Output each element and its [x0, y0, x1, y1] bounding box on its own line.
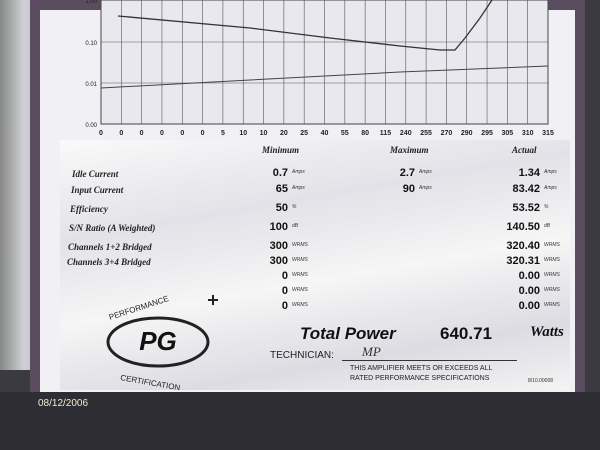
cell-unit: dB: [544, 223, 551, 229]
y-label: 0.10: [85, 41, 97, 47]
technician-signature: MP: [362, 344, 381, 359]
cell-value: 65: [275, 183, 288, 195]
signature-line: [342, 360, 517, 361]
graph: 1.000.100.010.000 0 0 0 0 0 5 10 10 20 25 40 55 80 115…: [85, 0, 554, 137]
x-label: 240: [400, 130, 412, 137]
row-label: Idle Current: [72, 169, 119, 179]
cell-unit: WRMS: [544, 242, 560, 248]
cell-value: 300: [269, 255, 288, 267]
row-label: Input Current: [71, 185, 124, 195]
y-label: 0.00: [85, 123, 97, 129]
cell-value: 0: [281, 270, 288, 282]
serial: 8/10.00008: [528, 378, 554, 384]
x-label: 20: [280, 130, 288, 137]
cell-value: 83.42: [512, 183, 540, 195]
x-label: 80: [361, 130, 369, 137]
cell-value: 50: [275, 202, 288, 214]
x-label: 0: [140, 130, 144, 137]
cell-unit: WRMS: [544, 257, 560, 263]
x-label: 305: [502, 130, 514, 137]
cell-unit: WRMS: [292, 257, 308, 263]
logo-bottom-text: CERTIFICATION: [120, 373, 181, 390]
row-label: S/N Ratio (A Weighted): [69, 223, 156, 233]
cell-unit: Amps: [544, 185, 557, 191]
row-label: Channels 3+4 Bridged: [67, 257, 151, 267]
cell-value: 2.7: [399, 167, 415, 179]
total-label: Total Power: [300, 324, 396, 343]
cell-unit: WRMS: [292, 272, 308, 278]
cell-unit: Amps: [292, 185, 305, 191]
x-label: 10: [260, 130, 268, 137]
cell-unit: Amps: [419, 185, 432, 191]
y-label: 0.01: [85, 82, 97, 88]
x-label: 40: [321, 130, 329, 137]
cell-value: 300: [269, 240, 288, 252]
x-label: 10: [239, 130, 247, 137]
logo-mark: PG: [139, 326, 177, 356]
logo: PERFORMANCE PG CERTIFICATION: [106, 294, 218, 390]
cell-value: 0.00: [518, 300, 540, 312]
cell-unit: %: [544, 204, 549, 210]
row-label: Efficiency: [70, 204, 108, 214]
cell-value: 0.00: [518, 285, 540, 297]
row-label: Channels 1+2 Bridged: [68, 242, 152, 252]
cell-value: 90: [402, 183, 415, 195]
x-label: 55: [341, 130, 349, 137]
cell-value: 0.00: [518, 270, 540, 282]
total-unit: Watts: [530, 324, 564, 340]
curve: [117, 0, 493, 51]
cell-value: 0: [281, 285, 288, 297]
cell-value: 53.52: [512, 202, 540, 214]
column-header: Minimum: [262, 145, 300, 155]
statement-line: RATED PERFORMANCE SPECIFICATIONS: [350, 375, 490, 382]
total-value: 640.71: [440, 324, 492, 343]
cell-unit: WRMS: [292, 302, 308, 308]
cell-unit: WRMS: [544, 272, 560, 278]
x-label: 255: [420, 130, 432, 137]
x-label: 0: [119, 130, 123, 137]
date-stamp: 08/12/2006: [38, 398, 89, 409]
x-label: 315: [542, 130, 554, 137]
background-table: [0, 392, 600, 450]
logo-ring: [106, 316, 210, 368]
cell-value: 0: [281, 300, 288, 312]
grid: 1.000.100.010.000 0 0 0 0 0 5 10 10 20 25 40 55 80 115…: [85, 0, 554, 137]
x-label: 0: [160, 130, 164, 137]
column-header: Actual: [512, 145, 537, 155]
x-label: 25: [300, 130, 308, 137]
cell-unit: WRMS: [544, 302, 560, 308]
cell-unit: WRMS: [544, 287, 560, 293]
x-label: 115: [380, 130, 391, 137]
cell-value: 100: [269, 221, 288, 233]
x-label: 0: [180, 130, 184, 137]
cell-value: 0.7: [272, 167, 288, 179]
x-label: 290: [461, 130, 473, 137]
statement-line: THIS AMPLIFIER MEETS OR EXCEEDS ALL: [350, 365, 493, 372]
curve: [100, 65, 549, 89]
cell-unit: WRMS: [292, 287, 308, 293]
x-label: 0: [201, 130, 205, 137]
cell-unit: WRMS: [292, 242, 308, 248]
cell-unit: dB: [292, 223, 299, 229]
x-label: 295: [481, 130, 493, 137]
cell-unit: %: [292, 204, 297, 210]
technician-label: TECHNICIAN:: [270, 350, 334, 361]
x-label: 310: [522, 130, 534, 137]
cell-unit: Amps: [544, 169, 557, 175]
cell-value: 320.31: [506, 255, 540, 267]
x-label: 0: [99, 130, 103, 137]
logo-plus: [208, 295, 218, 305]
x-label: 5: [221, 130, 225, 137]
column-header: Maximum: [390, 145, 429, 155]
cell-value: 1.34: [518, 167, 540, 179]
x-label: 270: [441, 130, 453, 137]
cell-unit: Amps: [419, 169, 432, 175]
cell-value: 320.40: [506, 240, 540, 252]
cell-unit: Amps: [292, 169, 305, 175]
cell-value: 140.50: [506, 221, 540, 233]
y-label: 1.00: [85, 0, 97, 5]
paper-flag-watermark: [60, 140, 570, 390]
